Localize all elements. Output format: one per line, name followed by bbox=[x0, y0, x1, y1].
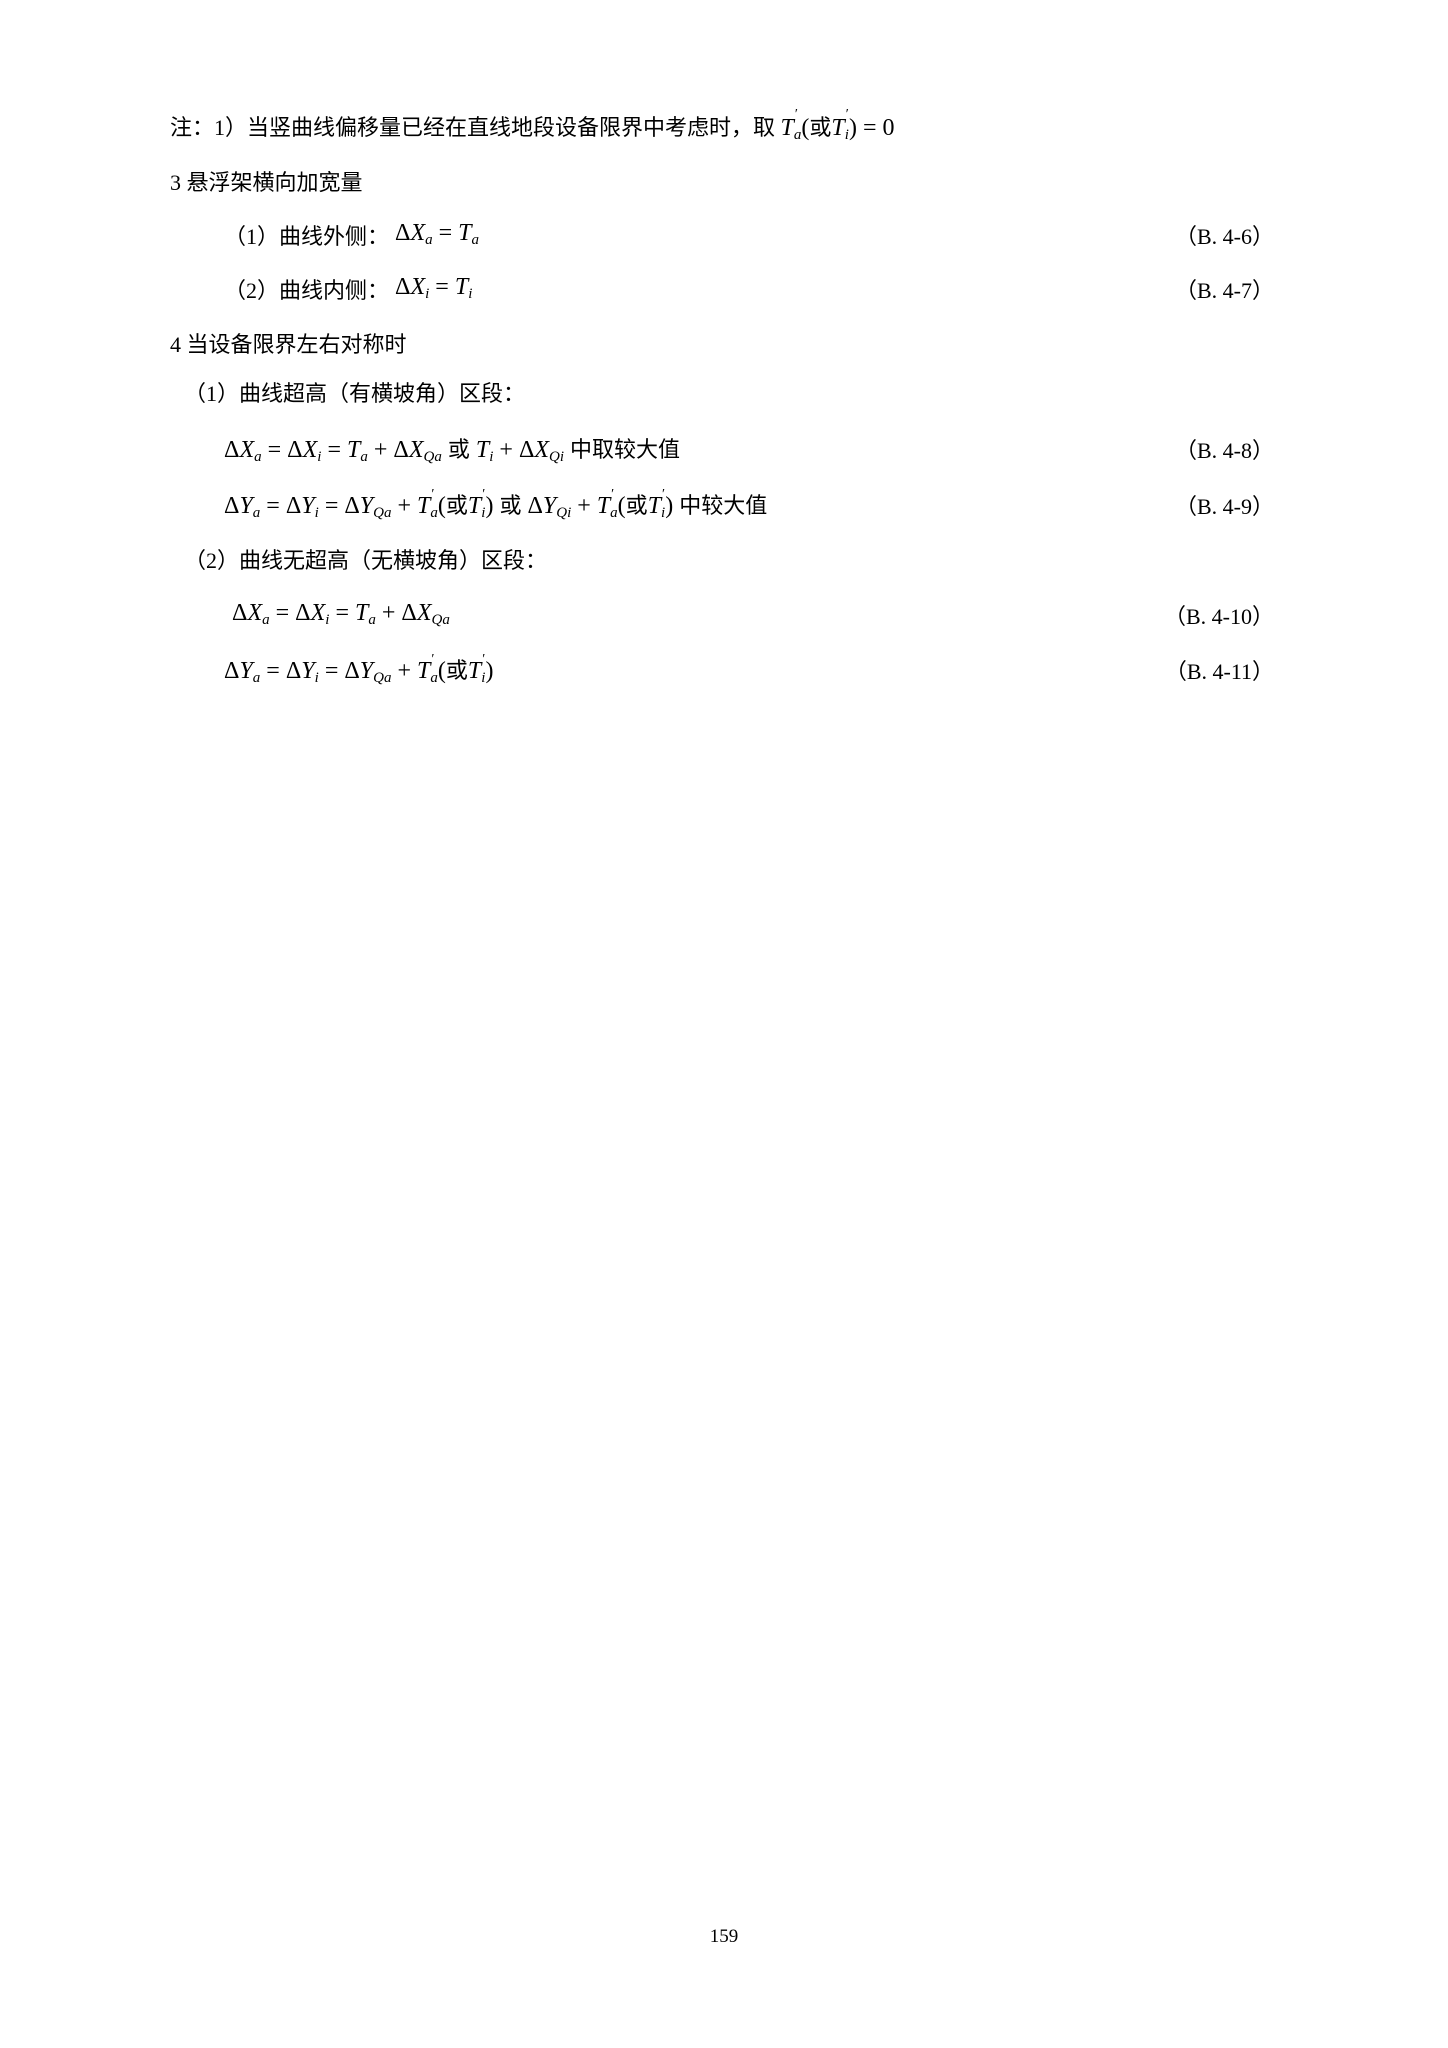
eq-b4-9: ΔYa = ΔYi = ΔYQa + T′a(或T′i) 或 ΔYQi + T′… bbox=[170, 488, 1278, 522]
note-prefix: 注：1） bbox=[170, 115, 247, 140]
eq-b4-7: （2）曲线内侧： ΔXi = Ti （B. 4-7） bbox=[170, 273, 1278, 305]
eq-math: ΔXi = Ti bbox=[395, 274, 472, 303]
eq-label: （B. 4-11） bbox=[1165, 654, 1278, 686]
eq-math: ΔXa = ΔXi = Ta + ΔXQa 或 Ti + ΔXQi 中取较大值 bbox=[224, 432, 680, 466]
eq-b4-6: （1）曲线外侧： ΔXa = Ta （B. 4-6） bbox=[170, 219, 1278, 251]
eq-label: （B. 4-10） bbox=[1164, 599, 1278, 631]
eq-prefix: （2）曲线内侧： bbox=[224, 273, 389, 305]
section4-heading: 4 当设备限界左右对称时 bbox=[170, 327, 1278, 359]
eq-b4-11: ΔYa = ΔYi = ΔYQa + T′a(或T′i) （B. 4-11） bbox=[170, 653, 1278, 687]
eq-b4-8: ΔXa = ΔXi = Ta + ΔXQa 或 Ti + ΔXQi 中取较大值 … bbox=[170, 432, 1278, 466]
eq-math: ΔXa = Ta bbox=[395, 220, 479, 249]
page-number: 159 bbox=[0, 1926, 1448, 1948]
eq-math: ΔYa = ΔYi = ΔYQa + T′a(或T′i) bbox=[224, 653, 493, 687]
eq-prefix: （1）曲线外侧： bbox=[224, 219, 389, 251]
eq-label: （B. 4-6） bbox=[1175, 219, 1278, 251]
document-page: 注：1）当竖曲线偏移量已经在直线地段设备限界中考虑时，取 T′a(或T′i) =… bbox=[0, 0, 1448, 2048]
section4-sub2-title: （2）曲线无超高（无横坡角）区段： bbox=[170, 544, 1278, 577]
eq-math: ΔYa = ΔYi = ΔYQa + T′a(或T′i) 或 ΔYQi + T′… bbox=[224, 488, 767, 522]
section4-sub1-title: （1）曲线超高（有横坡角）区段： bbox=[170, 377, 1278, 410]
section3-heading: 3 悬浮架横向加宽量 bbox=[170, 165, 1278, 197]
note-text: 当竖曲线偏移量已经在直线地段设备限界中考虑时，取 bbox=[247, 115, 775, 140]
eq-math: ΔXa = ΔXi = Ta + ΔXQa bbox=[232, 600, 450, 629]
note-math: T′a(或T′i) = 0 bbox=[781, 115, 895, 141]
eq-b4-10: ΔXa = ΔXi = Ta + ΔXQa （B. 4-10） bbox=[170, 599, 1278, 631]
eq-label: （B. 4-7） bbox=[1175, 273, 1278, 305]
eq-label: （B. 4-8） bbox=[1175, 433, 1278, 465]
eq-label: （B. 4-9） bbox=[1175, 489, 1278, 521]
note-line: 注：1）当竖曲线偏移量已经在直线地段设备限界中考虑时，取 T′a(或T′i) =… bbox=[170, 110, 1278, 147]
